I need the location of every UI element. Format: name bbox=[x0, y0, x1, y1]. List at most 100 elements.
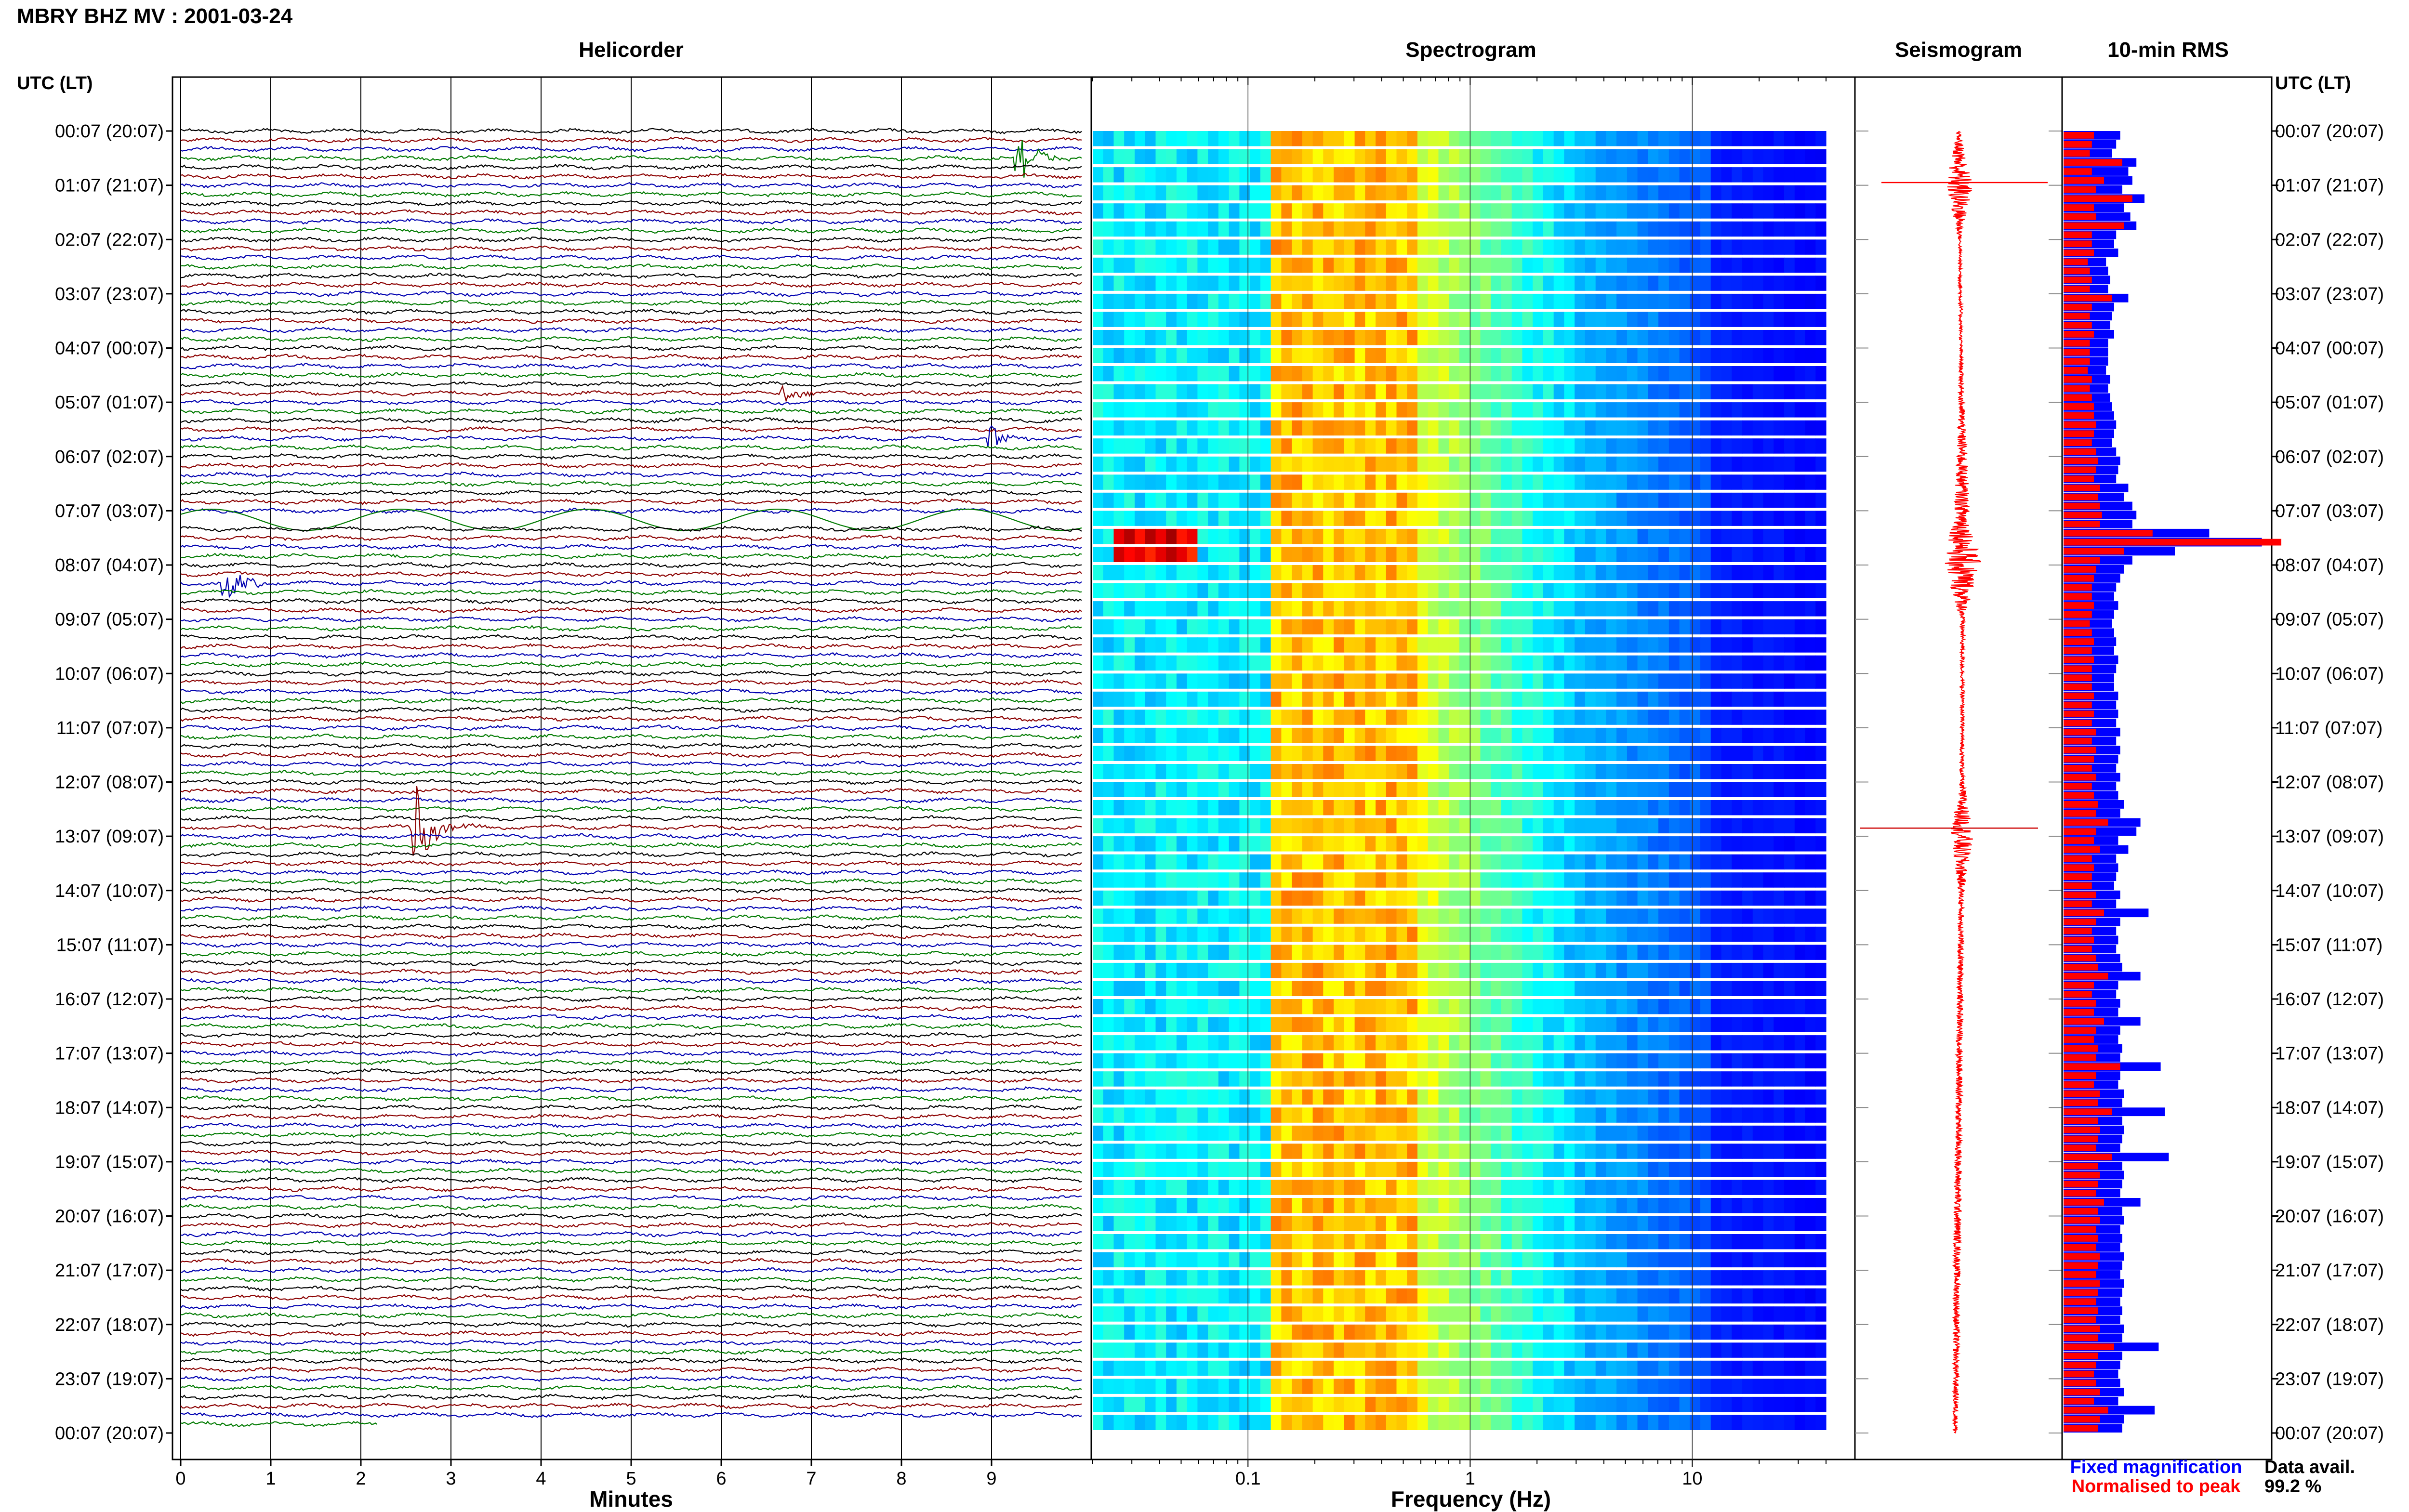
spectrogram-cell bbox=[1794, 782, 1806, 797]
spectrogram-cell bbox=[1648, 872, 1659, 888]
spectrogram-cell bbox=[1218, 1252, 1230, 1268]
spectrogram-cell bbox=[1302, 438, 1313, 454]
spectrogram-cell bbox=[1218, 185, 1230, 201]
spectrogram-cell bbox=[1763, 1324, 1774, 1340]
spectrogram-cell bbox=[1354, 1180, 1365, 1195]
spectrogram-cell bbox=[1438, 1161, 1449, 1177]
spectrogram-cell bbox=[1616, 492, 1628, 508]
spectrogram-cell bbox=[1784, 782, 1795, 797]
spectrogram-cell bbox=[1449, 962, 1460, 978]
spectrogram-cell bbox=[1627, 1288, 1638, 1304]
spectrogram-cell bbox=[1752, 818, 1764, 834]
spectrogram-cell bbox=[1135, 583, 1146, 598]
spectrogram-cell bbox=[1113, 402, 1125, 418]
spectrogram-cell bbox=[1700, 1144, 1711, 1159]
spectrogram-cell bbox=[1428, 239, 1439, 255]
spectrogram-cell bbox=[1281, 1125, 1292, 1141]
spectrogram-cell bbox=[1218, 131, 1230, 146]
spectrogram-cell bbox=[1376, 528, 1387, 544]
spectrogram-cell bbox=[1145, 1053, 1156, 1069]
spectrogram-cell bbox=[1124, 836, 1135, 852]
spectrogram-cell bbox=[1700, 1234, 1711, 1249]
spectrogram-cell bbox=[1710, 800, 1722, 815]
spectrogram-cell bbox=[1721, 1360, 1732, 1376]
spectrogram-cell bbox=[1166, 1017, 1177, 1032]
spectrogram-cell bbox=[1145, 999, 1156, 1014]
spectrogram-cell bbox=[1344, 1161, 1355, 1177]
spectrogram-cell bbox=[1648, 601, 1659, 617]
spectrogram-cell bbox=[1721, 293, 1732, 309]
helicorder-trace bbox=[180, 606, 1082, 614]
spectrogram-cell bbox=[1637, 655, 1648, 671]
spectrogram-cell bbox=[1616, 836, 1628, 852]
spectrogram-cell bbox=[1449, 330, 1460, 345]
spectrogram-cell bbox=[1428, 402, 1439, 418]
spectrogram-cell bbox=[1449, 890, 1460, 906]
spectrogram-cell bbox=[1459, 908, 1470, 924]
spectrogram-cell bbox=[1501, 1071, 1512, 1087]
helicorder-trace bbox=[180, 860, 1082, 867]
spectrogram-cell bbox=[1710, 257, 1722, 273]
spectrogram-cell bbox=[1396, 691, 1407, 707]
spectrogram-cell bbox=[1595, 746, 1606, 761]
spectrogram-cell bbox=[1376, 1360, 1387, 1376]
spectrogram-cell bbox=[1721, 511, 1732, 526]
spectrogram-cell bbox=[1176, 203, 1188, 219]
spectrogram-cell bbox=[1564, 1324, 1575, 1340]
spectrogram-cell bbox=[1417, 474, 1429, 490]
spectrogram-cell bbox=[1627, 402, 1638, 418]
spectrogram-cell bbox=[1480, 1342, 1491, 1358]
spectrogram-cell bbox=[1334, 167, 1345, 183]
spectrogram-cell bbox=[1260, 203, 1271, 219]
spectrogram-cell bbox=[1815, 547, 1827, 562]
spectrogram-cell bbox=[1742, 528, 1753, 544]
spectrogram-cell bbox=[1522, 1360, 1533, 1376]
spectrogram-cell bbox=[1323, 1342, 1334, 1358]
spectrogram-cell bbox=[1637, 1270, 1648, 1286]
spectrogram-cell bbox=[1752, 276, 1764, 291]
spectrogram-cell bbox=[1260, 312, 1271, 327]
spectrogram-cell bbox=[1250, 800, 1261, 815]
spectrogram-cell bbox=[1218, 926, 1230, 942]
spectrogram-cell bbox=[1564, 276, 1575, 291]
spectrogram-cell bbox=[1396, 1234, 1407, 1249]
spectrogram-cell bbox=[1365, 547, 1376, 562]
spectrogram-cell bbox=[1124, 402, 1135, 418]
spectrogram-cell bbox=[1690, 1360, 1701, 1376]
spectrogram-cell bbox=[1208, 203, 1219, 219]
spectrogram-cell bbox=[1260, 673, 1271, 689]
spectrogram-cell bbox=[1648, 583, 1659, 598]
spectrogram-cell bbox=[1658, 782, 1669, 797]
spectrogram-cell bbox=[1292, 438, 1303, 454]
spectrogram-cell bbox=[1103, 312, 1114, 327]
spectrogram-cell bbox=[1710, 1089, 1722, 1105]
spectrogram-cell bbox=[1250, 764, 1261, 779]
spectrogram-cell bbox=[1271, 1017, 1282, 1032]
spectrogram-cell bbox=[1585, 1125, 1596, 1141]
spectrogram-cell bbox=[1690, 474, 1701, 490]
spectrogram-cell bbox=[1742, 185, 1753, 201]
spectrogram-cell bbox=[1187, 890, 1198, 906]
spectrogram-cell bbox=[1449, 854, 1460, 870]
spectrogram-cell bbox=[1334, 203, 1345, 219]
spectrogram-cell bbox=[1668, 420, 1680, 436]
spectrogram-cell bbox=[1218, 330, 1230, 345]
spectrogram-cell bbox=[1103, 492, 1114, 508]
spectrogram-cell bbox=[1564, 710, 1575, 725]
spectrogram-cell bbox=[1575, 601, 1586, 617]
spectrogram-cell bbox=[1093, 149, 1104, 164]
spectrogram-cell bbox=[1281, 727, 1292, 743]
spectrogram-cell bbox=[1553, 655, 1564, 671]
spectrogram-cell bbox=[1606, 872, 1617, 888]
spectrogram-cell bbox=[1501, 1198, 1512, 1213]
spectrogram-cell bbox=[1491, 565, 1502, 580]
spectrogram-cell bbox=[1543, 1270, 1554, 1286]
spectrogram-cell bbox=[1239, 655, 1250, 671]
spectrogram-cell bbox=[1575, 727, 1586, 743]
spectrogram-cell bbox=[1585, 1089, 1596, 1105]
spectrogram-cell bbox=[1323, 1306, 1334, 1322]
spectrogram-cell bbox=[1606, 185, 1617, 201]
spectrogram-cell bbox=[1103, 366, 1114, 381]
spectrogram-cell bbox=[1093, 1144, 1104, 1159]
